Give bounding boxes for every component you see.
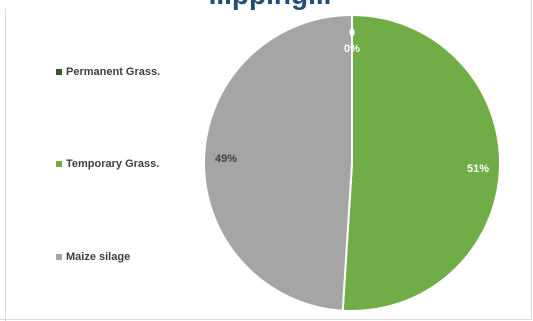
legend-swatch-permanent-grass bbox=[56, 69, 62, 75]
chart-title: ...pping... bbox=[170, 0, 370, 10]
pie-data-labels: 0% 51% 49% 0 bbox=[215, 27, 489, 175]
data-label-permanent-grass: 0% bbox=[344, 43, 360, 55]
legend-label-temporary-grass: Temporary Grass. bbox=[66, 158, 160, 170]
data-label-maize-silage: 49% bbox=[215, 153, 237, 165]
legend-item-permanent-grass: Permanent Grass. bbox=[56, 66, 160, 78]
legend-swatch-maize-silage bbox=[56, 254, 62, 260]
chart-frame-left-edge bbox=[5, 9, 6, 321]
pie-slice-maize-silage bbox=[203, 13, 353, 312]
legend-swatch-temporary-grass bbox=[56, 161, 62, 167]
legend-label-maize-silage: Maize silage bbox=[66, 251, 131, 263]
legend-item-temporary-grass: Temporary Grass. bbox=[56, 158, 159, 170]
data-label-top-value: 0 bbox=[349, 27, 355, 39]
pie-slices bbox=[203, 13, 501, 312]
data-label-temporary-grass: 51% bbox=[467, 163, 489, 175]
legend-label-permanent-grass: Permanent Grass. bbox=[66, 66, 161, 78]
legend-item-maize-silage: Maize silage bbox=[56, 251, 130, 263]
pie-slice-temporary-grass bbox=[341, 13, 501, 312]
